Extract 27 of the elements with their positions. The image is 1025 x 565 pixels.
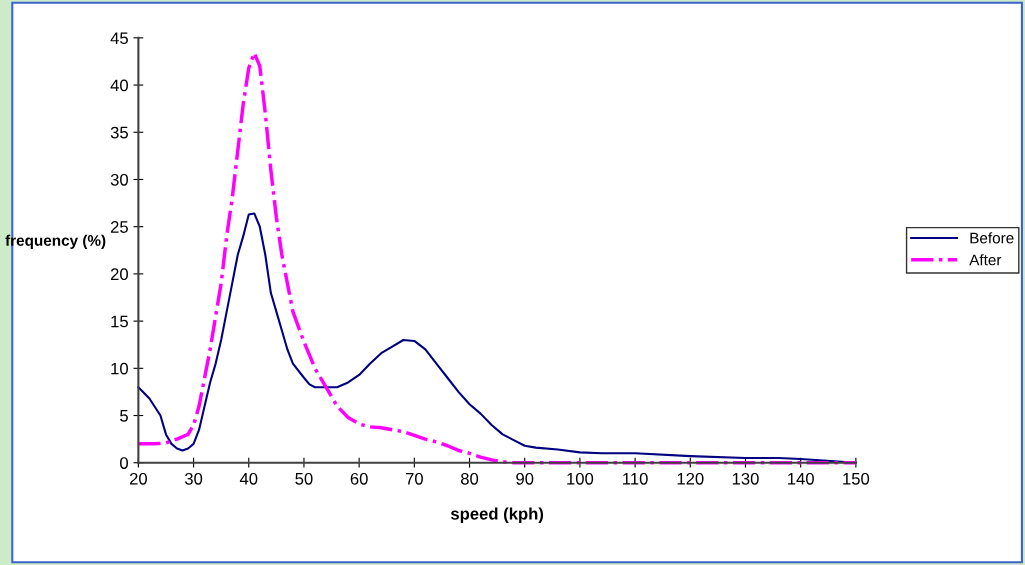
y-tick-label: 25 <box>110 221 128 233</box>
x-tick-label: 60 <box>350 472 368 485</box>
y-tick-label: 40 <box>110 79 128 92</box>
y-tick-label: 30 <box>110 173 128 186</box>
x-tick-label: 100 <box>567 472 594 485</box>
x-axis-title: speed (kph) <box>450 507 544 523</box>
y-tick-label: 5 <box>120 410 128 422</box>
x-tick-label: 130 <box>732 472 759 485</box>
x-tick-label: 40 <box>239 472 258 485</box>
x-tick-label: 120 <box>677 472 704 485</box>
y-tick-label: 0 <box>120 457 128 469</box>
x-tick-label: 70 <box>405 472 423 485</box>
y-tick-label: 20 <box>110 268 128 281</box>
y-tick-label: 10 <box>111 362 128 375</box>
x-tick-label: 50 <box>295 472 313 485</box>
x-tick-label: 110 <box>623 472 648 485</box>
x-tick-label: 30 <box>184 472 203 485</box>
x-tick-label: 90 <box>516 472 534 485</box>
y-tick-label: 15 <box>111 315 128 328</box>
y-tick-label: 45 <box>110 32 128 45</box>
x-tick-label: 80 <box>460 472 479 485</box>
legend-label: Before <box>970 232 1014 244</box>
legend-label: After <box>969 254 1002 266</box>
x-tick-label: 140 <box>788 472 814 485</box>
x-tick-label: 150 <box>843 472 870 485</box>
y-tick-label: 35 <box>110 126 128 139</box>
x-tick-label: 20 <box>129 472 147 485</box>
